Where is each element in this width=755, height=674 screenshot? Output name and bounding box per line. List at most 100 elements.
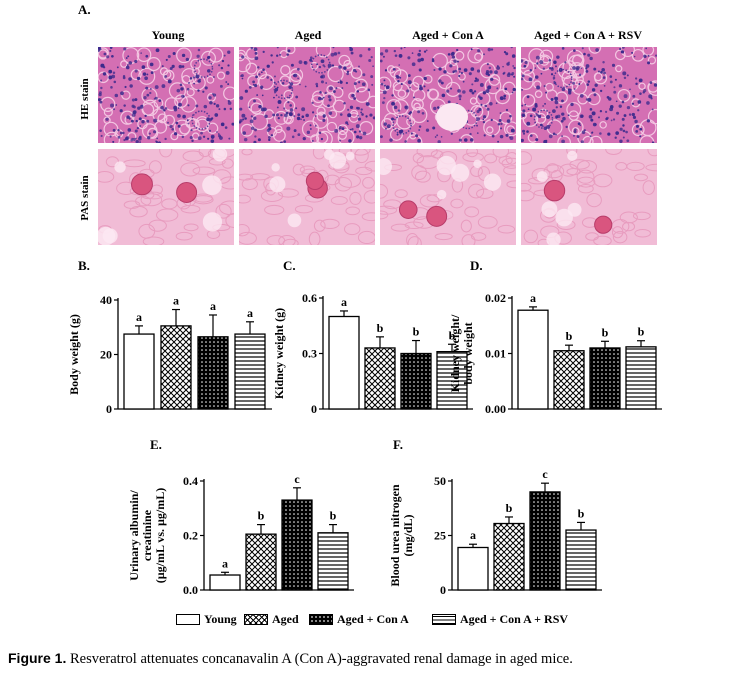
y-tick-label: 0 (106, 402, 112, 416)
bar-young (209, 574, 241, 591)
he-image-aged-cona (380, 47, 516, 143)
figure-caption-label: Figure 1. (8, 650, 67, 666)
significance-label: b (566, 329, 573, 343)
significance-label: a (530, 291, 536, 305)
pas-image-aged-cona-rsv (521, 149, 657, 245)
chart-c: C. 0 0.3 0.6 Kidney weight (g) a b b b (272, 258, 473, 416)
y-tick-label: 0.4 (183, 474, 198, 488)
legend-swatch-aged (244, 614, 268, 625)
significance-label: a (173, 294, 179, 308)
he-image-aged-cona-rsv (521, 47, 657, 143)
he-image-aged (239, 47, 375, 143)
bar-young (328, 315, 360, 410)
y-tick-label: 0.00 (485, 402, 506, 416)
bar-aged-con-a (589, 347, 621, 410)
y-tick-label: 0.0 (183, 583, 198, 597)
significance-label: a (222, 556, 228, 570)
figure-caption: Figure 1. Resveratrol attenuates concana… (8, 650, 573, 668)
legend-item-young: Young (176, 612, 237, 627)
significance-label: b (638, 325, 645, 339)
y-tick-label: 0.2 (183, 529, 198, 543)
pas-image-aged (239, 149, 375, 245)
significance-label: a (247, 306, 253, 320)
legend-label-aged-cona-rsv: Aged + Con A + RSV (460, 612, 569, 626)
bar-aged-con-a-rsv (625, 346, 657, 410)
legend-label-young: Young (204, 612, 237, 626)
legend-swatch-young (176, 614, 200, 625)
bar-aged-con-a (281, 499, 313, 591)
bar-aged (493, 522, 525, 591)
pas-image-aged-cona (380, 149, 516, 245)
bar-aged-con-a (400, 352, 432, 410)
chart-letter: F. (393, 437, 403, 452)
y-axis-label: Kidney weight/ (448, 314, 462, 392)
significance-label: b (506, 501, 513, 515)
bar-aged-con-a-rsv (234, 333, 266, 410)
bar-aged (245, 533, 277, 591)
bar-aged (553, 350, 585, 410)
y-tick-label: 40 (100, 293, 112, 307)
bar-aged-con-a-rsv (565, 529, 597, 591)
chart-letter: B. (78, 258, 90, 273)
legend-item-aged-cona: Aged + Con A (309, 612, 409, 627)
y-tick-label: 0 (311, 402, 317, 416)
legend-swatch-aged-cona-rsv (432, 614, 456, 625)
figure-caption-text: Resveratrol attenuates concanavalin A (C… (66, 651, 573, 667)
y-tick-label: 0.02 (485, 291, 506, 305)
bar-young (517, 309, 549, 410)
significance-label: b (578, 506, 585, 520)
significance-label: b (602, 325, 609, 339)
y-axis-label: creatinine (140, 509, 154, 561)
significance-label: b (258, 509, 265, 523)
y-axis-label: body weight (461, 322, 475, 384)
significance-label: b (330, 509, 337, 523)
chart-b: B. 0 20 40 Body weight (g) a a a a (67, 258, 272, 416)
significance-label: a (210, 299, 216, 313)
chart-e: E. 0.0 0.2 0.4 Urinary albumin/creatinine (µg… (127, 437, 354, 597)
y-tick-label: 25 (434, 529, 446, 543)
legend-swatch-aged-cona (309, 614, 333, 625)
bar-aged-con-a (529, 491, 561, 591)
y-axis-label: (mg/dL) (401, 514, 415, 556)
chart-letter: C. (283, 258, 296, 273)
chart-d: D. 0.00 0.01 0.02 Kidney weight/body weight a… (448, 258, 662, 416)
y-axis-label: Urinary albumin/ (127, 490, 141, 581)
significance-label: a (136, 310, 142, 324)
he-image-young (98, 47, 234, 143)
y-tick-label: 0.3 (302, 347, 317, 361)
y-tick-label: 0.6 (302, 291, 317, 305)
y-tick-label: 0 (440, 583, 446, 597)
column-label-aged-cona: Aged + Con A (412, 28, 484, 42)
legend-item-aged-cona-rsv: Aged + Con A + RSV (432, 612, 568, 627)
legend-label-aged-cona: Aged + Con A (337, 612, 409, 626)
y-tick-label: 50 (434, 474, 446, 488)
y-axis-label: Body weight (g) (67, 314, 81, 395)
bar-aged (160, 325, 192, 410)
chart-letter: E. (150, 437, 162, 452)
bar-young (457, 546, 489, 591)
significance-label: a (341, 295, 347, 309)
y-tick-label: 0.01 (485, 347, 506, 361)
significance-label: c (294, 472, 300, 486)
column-label-aged-cona-rsv: Aged + Con A + RSV (533, 28, 643, 42)
y-axis-label: (µg/mL vs. µg/mL) (153, 488, 167, 584)
significance-label: b (377, 321, 384, 335)
y-tick-label: 20 (100, 348, 112, 362)
significance-label: c (542, 467, 548, 481)
significance-label: b (413, 325, 420, 339)
bar-aged-con-a-rsv (436, 350, 468, 410)
y-axis-label: Kidney weight (g) (272, 308, 286, 399)
bar-young (123, 333, 155, 410)
chart-letter: D. (470, 258, 483, 273)
bar-aged-con-a (197, 336, 229, 410)
panel-a-letter: A. (78, 2, 91, 17)
column-label-aged: Aged (294, 28, 322, 42)
column-label-young: Young (151, 28, 185, 42)
bar-aged-con-a-rsv (317, 532, 349, 591)
significance-label: a (470, 528, 476, 542)
bar-aged (364, 347, 396, 410)
chart-f: F. 0 25 50 Blood urea nitrogen (mg/dL) a b c b (388, 437, 602, 597)
y-axis-label: Blood urea nitrogen (388, 484, 402, 587)
significance-label: b (449, 328, 456, 342)
